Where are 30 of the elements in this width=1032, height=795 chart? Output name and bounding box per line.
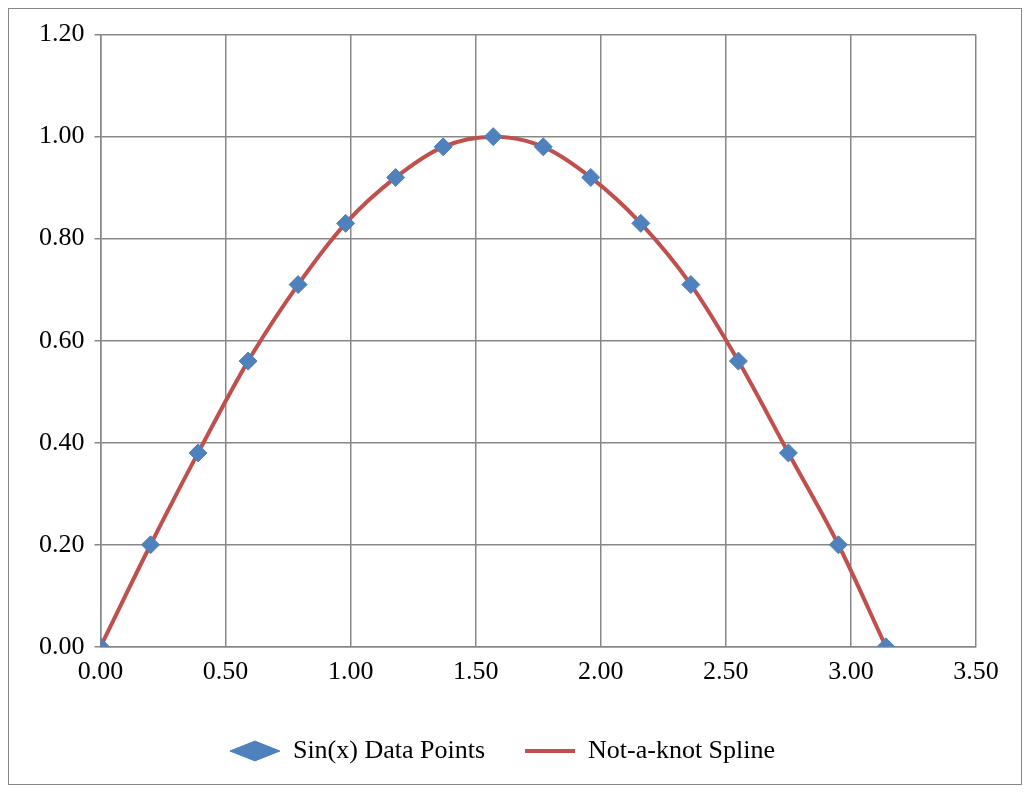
y-tick-label: 0.60 — [39, 324, 85, 354]
point — [778, 443, 798, 463]
point — [386, 167, 406, 187]
point — [238, 351, 258, 371]
x-tick-label: 3.00 — [828, 656, 874, 686]
point — [631, 213, 651, 233]
x-tick-label: 1.50 — [452, 656, 499, 686]
point — [188, 443, 208, 463]
y-tick-label: 0.40 — [39, 426, 85, 456]
x-tick-label: 2.00 — [578, 656, 624, 686]
point — [581, 167, 601, 187]
point — [141, 535, 161, 555]
point — [681, 275, 701, 295]
x-tick-label: 2.50 — [703, 656, 749, 686]
legend-label: Sin(x) Data Points — [292, 734, 486, 764]
x-tick-label: 1.00 — [327, 656, 374, 686]
point — [336, 213, 356, 233]
point — [533, 137, 553, 157]
y-tick-label: 1.00 — [39, 120, 85, 150]
y-tick-label: 0.20 — [39, 528, 85, 558]
point — [728, 351, 748, 371]
y-tick-label: 0.80 — [39, 222, 85, 252]
point — [288, 275, 308, 295]
point — [828, 535, 848, 555]
x-tick-label: 0.50 — [202, 656, 249, 686]
y-tick-label: 1.20 — [39, 18, 85, 48]
legend-label: Not-a-knot Spline — [588, 734, 776, 764]
point — [433, 137, 453, 157]
x-tick-label: 3.50 — [953, 656, 999, 686]
point — [483, 127, 503, 147]
